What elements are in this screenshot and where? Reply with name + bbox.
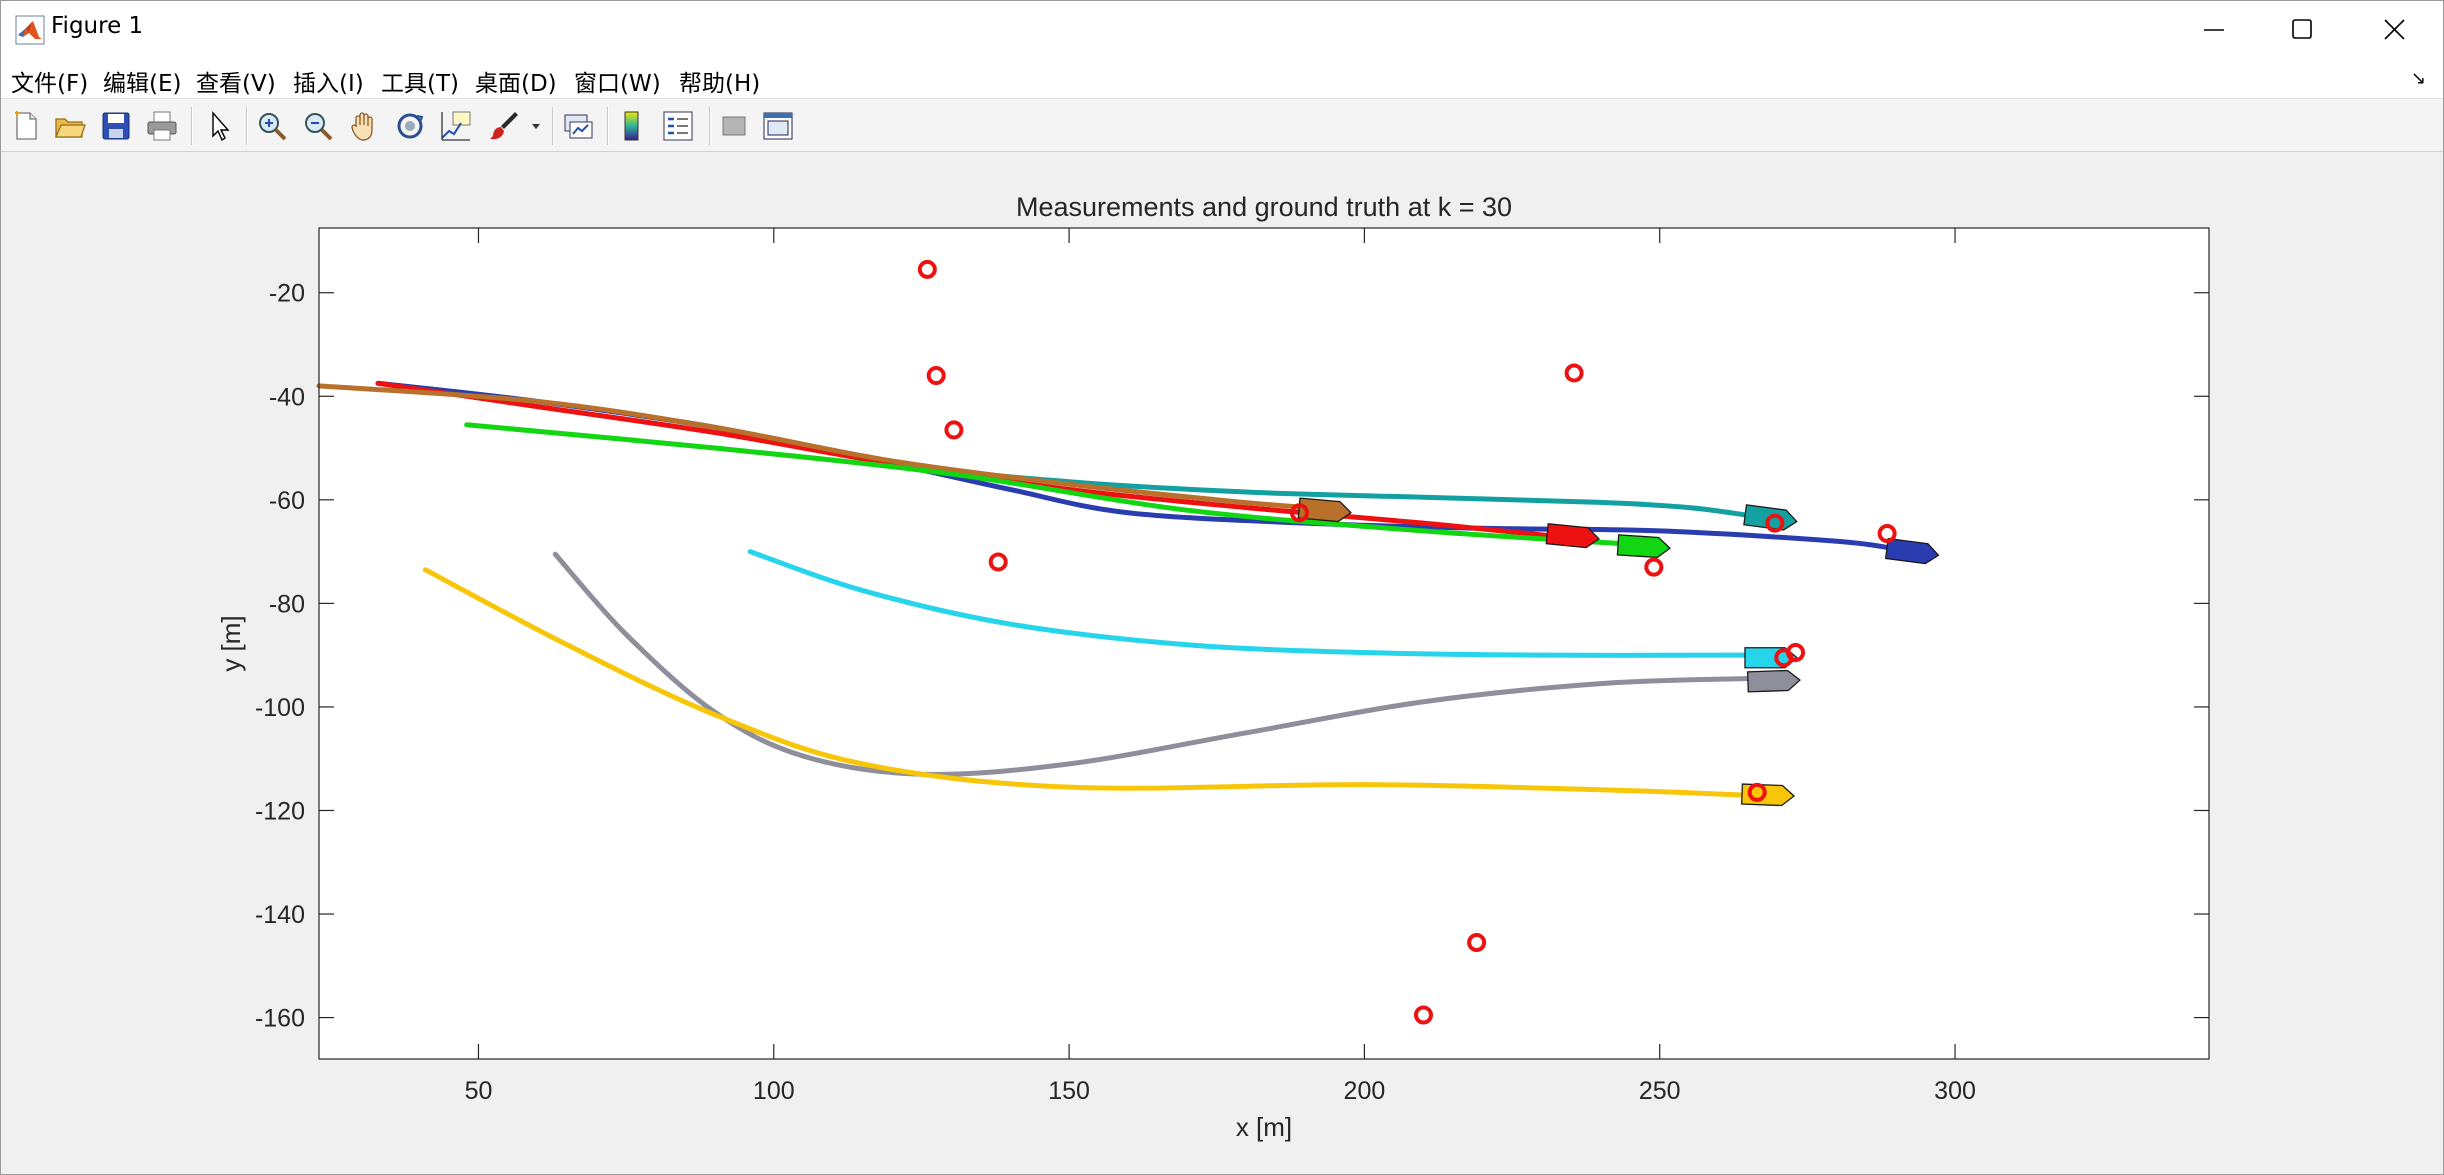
ticks-layer: 50 100 150 200 250 300 -20 -40 -60 -80 -100 -120 -14… xyxy=(255,228,2209,1105)
x-tick-label: 300 xyxy=(1934,1077,1976,1105)
title-bar[interactable]: Figure 1 xyxy=(1,1,2443,58)
ship-hull-blue xyxy=(1884,537,1940,565)
minimize-icon xyxy=(2204,29,2224,31)
open-file-icon[interactable] xyxy=(53,109,87,143)
toolbar-separator xyxy=(607,107,609,145)
menu-desktop[interactable]: 桌面(D) xyxy=(475,71,557,97)
menu-view[interactable]: 查看(V) xyxy=(196,71,276,97)
new-figure-icon[interactable] xyxy=(9,109,43,143)
series-line-cyan[interactable] xyxy=(747,549,1751,658)
measurement-point[interactable] xyxy=(1786,643,1806,663)
measurement-point[interactable] xyxy=(926,366,946,386)
brush-dropdown-icon[interactable] xyxy=(529,109,543,143)
toolbar-separator xyxy=(552,107,554,145)
ship-marker-green[interactable] xyxy=(1616,534,1671,559)
menu-help[interactable]: 帮助(H) xyxy=(679,71,761,97)
ship-hull-brown xyxy=(1297,497,1352,523)
toolbar-separator xyxy=(246,107,248,145)
measurement-point[interactable] xyxy=(1644,557,1664,577)
measurement-point[interactable] xyxy=(1877,523,1897,543)
measurement-point[interactable] xyxy=(1558,526,1578,546)
minimize-button[interactable] xyxy=(2169,1,2261,58)
menu-tools[interactable]: 工具(T) xyxy=(381,71,459,97)
zoom-in-icon[interactable] xyxy=(255,109,289,143)
axes-box xyxy=(318,227,2210,1060)
toolbar-separator xyxy=(191,107,193,145)
menu-window[interactable]: 窗口(W) xyxy=(574,71,661,97)
menu-insert[interactable]: 插入(I) xyxy=(293,71,364,97)
print-icon[interactable] xyxy=(145,109,179,143)
y-tick-label: -80 xyxy=(269,590,305,618)
toolbar-separator xyxy=(709,107,711,145)
ship-marker-blue[interactable] xyxy=(1884,537,1940,566)
x-tick-label: 150 xyxy=(1048,1077,1090,1105)
close-icon xyxy=(2384,19,2405,40)
brush-icon[interactable] xyxy=(487,109,521,143)
y-tick-label: -120 xyxy=(255,797,305,825)
hide-plot-tools-icon[interactable] xyxy=(717,109,751,143)
measurement-point[interactable] xyxy=(1765,513,1785,533)
y-tick-label: -20 xyxy=(269,280,305,308)
series-line-gray[interactable] xyxy=(552,551,1751,777)
measurements-layer xyxy=(917,259,1897,1025)
ship-marker-red[interactable] xyxy=(1545,523,1600,549)
maximize-icon xyxy=(2292,19,2312,39)
menu-file[interactable]: 文件(F) xyxy=(11,71,89,97)
measurement-point[interactable] xyxy=(988,552,1008,572)
axes-background[interactable] xyxy=(319,228,2209,1059)
maximize-button[interactable] xyxy=(2257,1,2349,58)
measurement-point[interactable] xyxy=(1467,933,1487,953)
measurement-point[interactable] xyxy=(944,420,964,440)
ship-hull-red xyxy=(1545,523,1600,549)
x-tick-label: 200 xyxy=(1344,1077,1386,1105)
window-title: Figure 1 xyxy=(51,13,144,39)
y-tick-label: -100 xyxy=(255,694,305,722)
dock-arrow-icon[interactable]: ↘ xyxy=(2411,68,2427,89)
x-axis-label: x [m] xyxy=(1236,1112,1292,1142)
y-tick-label: -160 xyxy=(255,1005,305,1033)
ship-hull-gray xyxy=(1746,669,1801,693)
data-cursor-icon[interactable] xyxy=(439,109,473,143)
ship-marker-gray[interactable] xyxy=(1746,669,1801,693)
pan-hand-icon[interactable] xyxy=(347,109,381,143)
x-tick-label: 250 xyxy=(1639,1077,1681,1105)
y-axis-label: y [m] xyxy=(216,615,246,671)
series-line-green[interactable] xyxy=(464,422,1627,547)
ship-hull-green xyxy=(1616,534,1671,559)
link-plot-icon[interactable] xyxy=(561,109,595,143)
measurement-point[interactable] xyxy=(917,259,937,279)
colorbar-icon[interactable] xyxy=(615,109,649,143)
figure-toolbar xyxy=(1,99,2443,152)
x-tick-label: 50 xyxy=(465,1077,493,1105)
measurement-point[interactable] xyxy=(1747,782,1767,802)
ground-truth-layer xyxy=(316,380,1899,798)
menu-edit[interactable]: 编辑(E) xyxy=(103,71,182,97)
rotate-3d-icon[interactable] xyxy=(393,109,427,143)
legend-icon[interactable] xyxy=(661,109,695,143)
series-line-yellow[interactable] xyxy=(422,567,1745,798)
select-arrow-icon[interactable] xyxy=(203,109,237,143)
measurement-point[interactable] xyxy=(1564,363,1584,383)
zoom-out-icon[interactable] xyxy=(301,109,335,143)
y-tick-label: -60 xyxy=(269,487,305,515)
y-tick-label: -40 xyxy=(269,383,305,411)
ship-marker-brown[interactable] xyxy=(1297,497,1352,523)
x-tick-label: 100 xyxy=(753,1077,795,1105)
y-tick-label: -140 xyxy=(255,901,305,929)
series-line-brown[interactable] xyxy=(316,383,1308,511)
measurement-point[interactable] xyxy=(1413,1005,1433,1025)
matlab-logo-icon xyxy=(15,15,45,45)
close-button[interactable] xyxy=(2349,1,2441,58)
menu-bar: 文件(F) 编辑(E) 查看(V) 插入(I) 工具(T) 桌面(D) 窗口(W… xyxy=(1,58,2443,99)
save-icon[interactable] xyxy=(99,109,133,143)
plot-canvas: 50 100 150 200 250 300 -20 -40 -60 -80 -100 -120 -14… xyxy=(216,192,2210,1142)
measurement-point[interactable] xyxy=(1289,503,1309,523)
plot-title: Measurements and ground truth at k = 30 xyxy=(1016,192,1512,222)
show-plot-tools-icon[interactable] xyxy=(761,109,795,143)
